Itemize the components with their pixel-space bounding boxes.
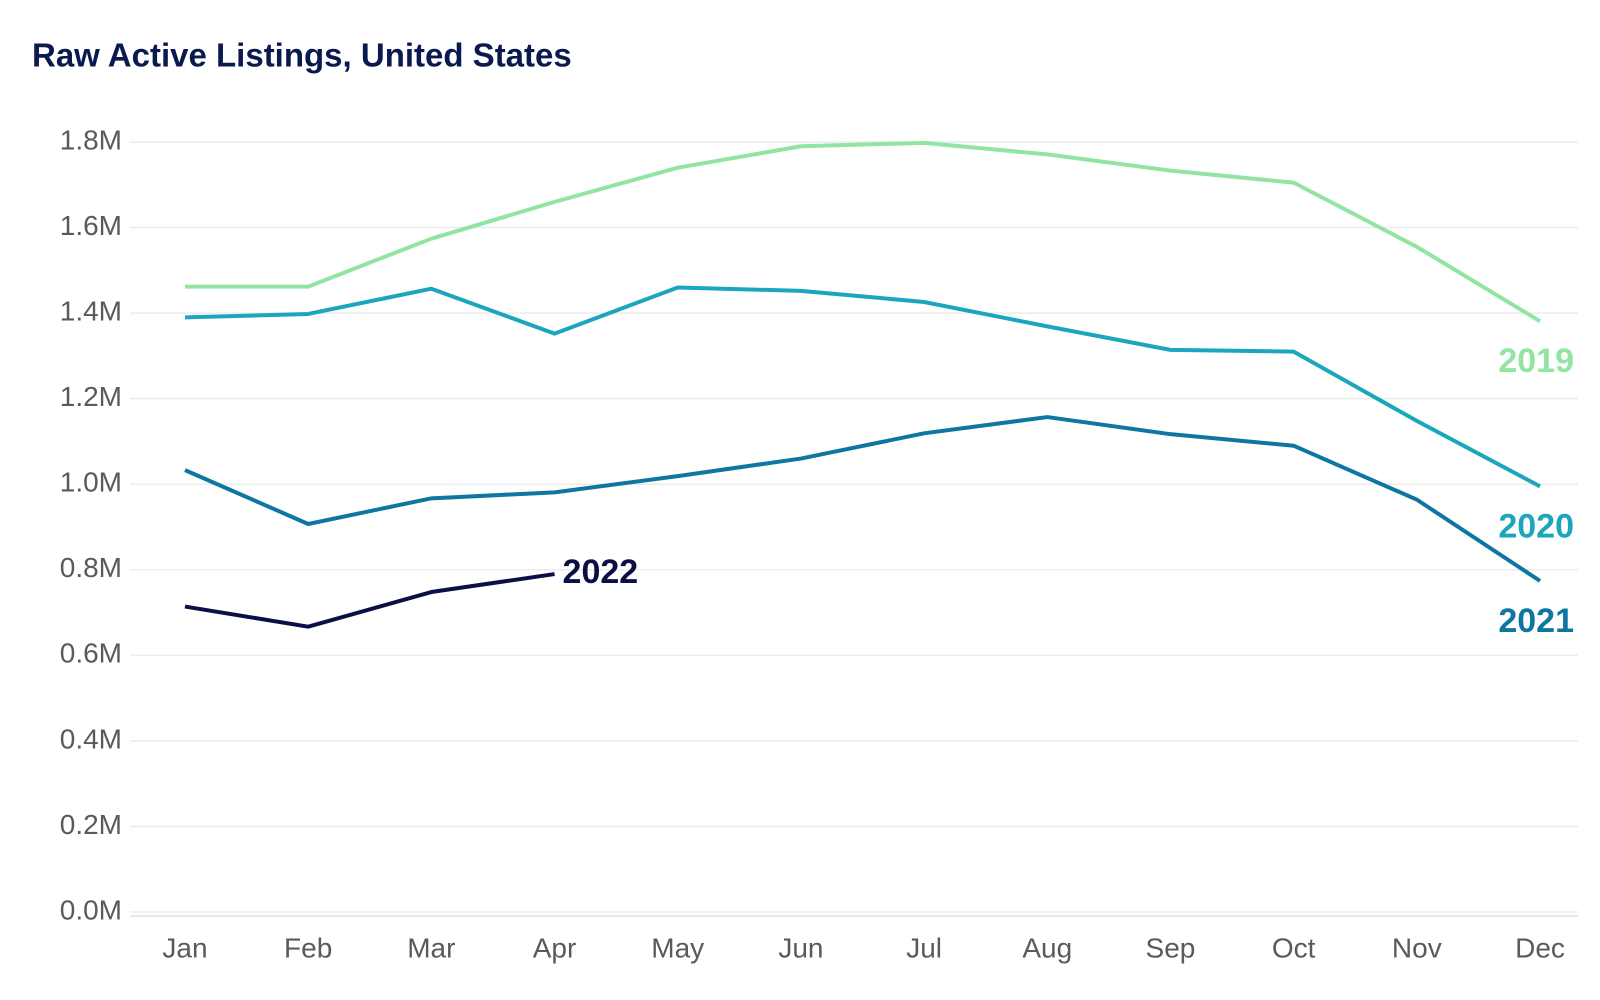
y-tick-label: 0.8M: [60, 552, 122, 583]
series-line: [184, 572, 555, 629]
series-label: 2022: [563, 553, 639, 591]
series-line: [184, 415, 1542, 583]
series-label: 2019: [1498, 342, 1574, 380]
x-tick-label: Nov: [1392, 932, 1442, 963]
x-tick-label: Mar: [407, 932, 455, 963]
x-tick-label: Feb: [284, 932, 332, 963]
x-tick-label: Dec: [1515, 932, 1565, 963]
y-tick-label: 0.6M: [60, 638, 122, 669]
series-label: 2021: [1498, 602, 1574, 640]
x-tick-label: Jul: [906, 932, 942, 963]
y-tick-label: 1.8M: [60, 124, 122, 155]
series-line: [185, 140, 1542, 323]
y-tick-label: 1.0M: [60, 467, 122, 498]
x-tick-label: Oct: [1272, 932, 1316, 963]
series-line: [184, 285, 1541, 489]
y-tick-label: 1.6M: [60, 210, 122, 241]
y-tick-label: 0.0M: [60, 894, 122, 925]
chart-title: Raw Active Listings, United States: [32, 37, 572, 74]
x-tick-label: Apr: [533, 932, 577, 963]
x-tick-label: Jan: [162, 932, 207, 963]
y-tick-label: 1.4M: [60, 296, 122, 327]
y-tick-label: 0.4M: [60, 723, 122, 754]
y-tick-label: 0.2M: [60, 809, 122, 840]
x-tick-label: Jun: [778, 932, 823, 963]
x-tick-label: Aug: [1022, 932, 1072, 963]
series-label: 2020: [1498, 507, 1574, 545]
x-tick-label: May: [651, 932, 704, 963]
x-tick-label: Sep: [1146, 932, 1196, 963]
y-tick-label: 1.2M: [60, 381, 122, 412]
